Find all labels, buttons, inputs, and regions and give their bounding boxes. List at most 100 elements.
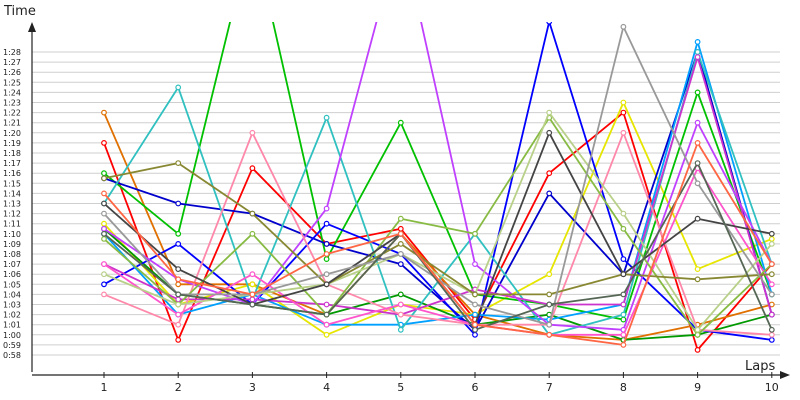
series-line [103, 51, 773, 331]
data-point [546, 321, 553, 328]
data-point [768, 240, 775, 247]
data-point [175, 311, 182, 318]
y-tick-label: 1:06 [3, 270, 21, 279]
data-point [694, 119, 701, 126]
x-tick-label: 9 [694, 381, 701, 394]
data-point [101, 170, 107, 177]
series-line [103, 131, 772, 336]
x-tick-label: 7 [546, 381, 553, 394]
data-point [694, 89, 701, 96]
data-point [472, 261, 478, 268]
data-point [472, 311, 478, 318]
data-point [101, 139, 107, 146]
data-point [620, 99, 627, 106]
y-tick-label: 0:58 [3, 351, 21, 360]
y-tick-label: 1:10 [3, 230, 21, 239]
data-point [768, 311, 775, 318]
data-point [472, 291, 478, 298]
y-tick-label: 1:13 [3, 200, 21, 209]
data-point [397, 261, 404, 268]
data-point [620, 342, 627, 348]
data-point [768, 281, 775, 288]
y-tick-label: 1:27 [3, 58, 21, 67]
y-tick-label: 1:00 [3, 331, 21, 340]
data-point [249, 281, 256, 288]
data-point [397, 230, 404, 237]
data-point [323, 271, 330, 278]
data-point [323, 281, 330, 288]
data-point [620, 210, 627, 217]
series-16 [101, 160, 775, 298]
data-point [175, 291, 182, 298]
data-point [694, 331, 701, 338]
data-point [323, 331, 330, 338]
data-point [101, 281, 107, 288]
data-point [175, 281, 182, 288]
data-point [323, 251, 330, 257]
series-line [103, 116, 773, 336]
series-line [103, 22, 773, 321]
y-tick-label: 1:09 [3, 240, 21, 249]
y-tick-label: 1:01 [3, 321, 21, 330]
data-point [472, 230, 478, 237]
x-tick-labels: 1 2 3 4 5 6 7 8 9 10 [101, 372, 779, 394]
data-point [620, 291, 627, 298]
data-point [249, 230, 256, 237]
data-point [323, 205, 330, 212]
data-point [101, 220, 107, 227]
data-point [101, 291, 107, 298]
x-tick-label: 8 [620, 381, 627, 394]
y-tick-label: 1:23 [3, 99, 21, 108]
data-point [620, 23, 627, 30]
data-point [175, 337, 182, 343]
data-point [397, 301, 404, 308]
data-point [175, 160, 182, 167]
data-point [175, 84, 182, 91]
data-point [620, 316, 627, 323]
y-tick-label: 1:22 [3, 109, 21, 118]
data-point [397, 215, 404, 222]
data-point [323, 240, 330, 247]
y-axis-title: Time [3, 4, 36, 19]
series-1 [101, 109, 775, 353]
x-axis-arrow [780, 371, 790, 379]
y-tick-label: 1:28 [3, 48, 21, 57]
data-point [397, 240, 404, 247]
data-point [694, 347, 701, 353]
data-point [546, 291, 553, 298]
series-line [103, 162, 773, 331]
series-line [103, 162, 772, 296]
data-point [397, 119, 404, 126]
series-19 [101, 160, 775, 333]
data-point [694, 180, 701, 187]
data-point [620, 301, 627, 308]
data-point [249, 271, 256, 278]
series-line [103, 141, 773, 346]
y-tick-label: 1:05 [3, 280, 21, 289]
data-point [620, 311, 627, 318]
series-14 [101, 114, 775, 338]
data-point [101, 200, 107, 207]
data-point [694, 54, 701, 60]
data-point [546, 109, 553, 116]
y-tick-label: 1:18 [3, 149, 21, 158]
y-tick-label: 1:17 [3, 159, 21, 168]
data-point [323, 321, 330, 328]
x-tick-label: 2 [175, 381, 182, 394]
x-tick-label: 4 [323, 381, 330, 394]
data-point [694, 39, 701, 45]
data-point [101, 190, 107, 197]
y-tick-label: 1:11 [3, 220, 21, 229]
y-tick-label: 1:14 [3, 189, 21, 198]
y-tick-label: 1:19 [3, 139, 21, 148]
data-point [249, 129, 256, 136]
data-point [472, 321, 478, 328]
data-point [101, 271, 107, 278]
data-point [546, 331, 553, 338]
data-point [694, 266, 701, 273]
data-point [323, 311, 330, 318]
data-point [472, 331, 478, 338]
y-tick-label: 1:07 [3, 260, 21, 269]
axes: Time Laps [3, 4, 790, 379]
